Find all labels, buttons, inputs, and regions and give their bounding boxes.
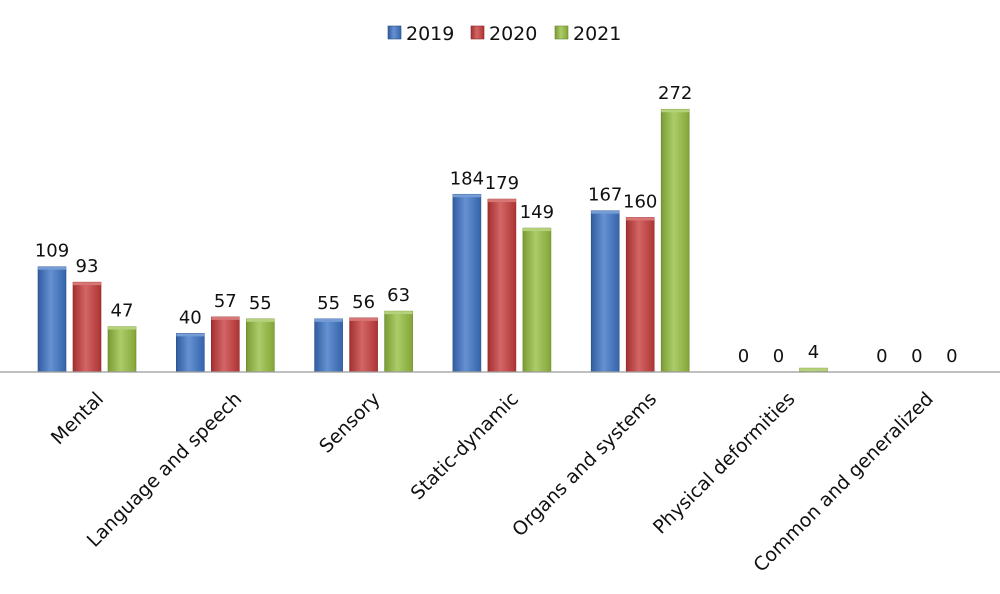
bar-language-and-speech-2020	[211, 316, 240, 373]
value-label-physical-deformities-2019: 0	[738, 346, 749, 367]
bar-top-static-dynamic-2020	[487, 199, 516, 203]
value-label-physical-deformities-2021: 4	[808, 342, 819, 363]
value-label-static-dynamic-2021: 149	[520, 202, 554, 223]
category-label-sensory: Sensory	[315, 388, 385, 458]
bar-static-dynamic-2019	[452, 193, 482, 373]
value-label-organs-and-systems-2019: 167	[588, 185, 622, 206]
bar-top-organs-and-systems-2020	[626, 217, 655, 221]
category-label-physical-deformities: Physical deformities	[649, 388, 800, 539]
legend: 2019 2020 2021	[387, 23, 621, 45]
bar-top-organs-and-systems-2019	[591, 210, 620, 214]
value-label-sensory-2021: 63	[387, 285, 410, 306]
bar-static-dynamic-2020	[487, 198, 517, 373]
value-label-mental-2020: 93	[76, 256, 99, 277]
bar-mental-2020	[72, 281, 102, 373]
value-label-common-and-generalized-2020: 0	[911, 346, 922, 367]
bar-top-mental-2021	[108, 326, 136, 330]
bar-top-sensory-2019	[314, 318, 343, 322]
bar-mental-2019	[37, 266, 67, 373]
value-label-static-dynamic-2019: 184	[450, 168, 484, 189]
bar-top-sensory-2020	[349, 317, 378, 321]
value-label-static-dynamic-2020: 179	[485, 173, 519, 194]
value-label-mental-2019: 109	[35, 241, 69, 262]
bar-sensory-2021	[384, 310, 413, 373]
bars-group	[37, 108, 828, 373]
bar-top-mental-2020	[73, 282, 101, 286]
bar-static-dynamic-2021	[522, 227, 552, 373]
value-label-common-and-generalized-2019: 0	[876, 346, 887, 367]
category-label-organs-and-systems: Organs and systems	[508, 388, 661, 541]
bar-top-organs-and-systems-2021	[661, 109, 690, 113]
value-label-language-and-speech-2019: 40	[179, 307, 202, 328]
legend-swatch-2021	[554, 25, 569, 40]
value-label-common-and-generalized-2021: 0	[946, 346, 957, 367]
value-label-mental-2021: 47	[111, 301, 134, 322]
bar-top-mental-2019	[38, 266, 66, 270]
bar-top-language-and-speech-2019	[176, 333, 205, 337]
value-label-organs-and-systems-2020: 160	[623, 191, 657, 212]
bar-top-static-dynamic-2021	[522, 228, 551, 232]
bar-organs-and-systems-2021	[660, 108, 690, 373]
category-label-mental: Mental	[47, 388, 108, 449]
bar-organs-and-systems-2019	[590, 210, 620, 373]
value-label-organs-and-systems-2021: 272	[658, 83, 692, 104]
value-label-sensory-2019: 55	[317, 293, 340, 314]
bar-sensory-2020	[349, 317, 378, 373]
value-label-language-and-speech-2020: 57	[214, 291, 237, 312]
bar-top-sensory-2021	[384, 311, 413, 315]
legend-label-2021: 2021	[573, 23, 621, 45]
bar-top-physical-deformities-2021	[799, 368, 828, 372]
bar-top-language-and-speech-2020	[211, 316, 240, 320]
bar-language-and-speech-2021	[246, 318, 275, 373]
bar-organs-and-systems-2020	[625, 217, 655, 373]
bar-language-and-speech-2019	[176, 333, 205, 373]
legend-label-2020: 2020	[489, 23, 537, 45]
bar-top-language-and-speech-2021	[246, 318, 275, 322]
bar-sensory-2019	[314, 318, 343, 373]
bar-top-static-dynamic-2019	[452, 194, 481, 198]
value-label-physical-deformities-2020: 0	[773, 346, 784, 367]
value-label-language-and-speech-2021: 55	[249, 293, 272, 314]
bar-mental-2021	[107, 326, 137, 373]
legend-label-2019: 2019	[406, 23, 454, 45]
legend-swatch-2020	[470, 25, 485, 40]
category-label-language-and-speech: Language and speech	[83, 388, 247, 552]
category-label-static-dynamic: Static-dynamic	[407, 388, 523, 504]
value-label-sensory-2020: 56	[352, 292, 375, 313]
legend-swatch-2019	[387, 25, 402, 40]
